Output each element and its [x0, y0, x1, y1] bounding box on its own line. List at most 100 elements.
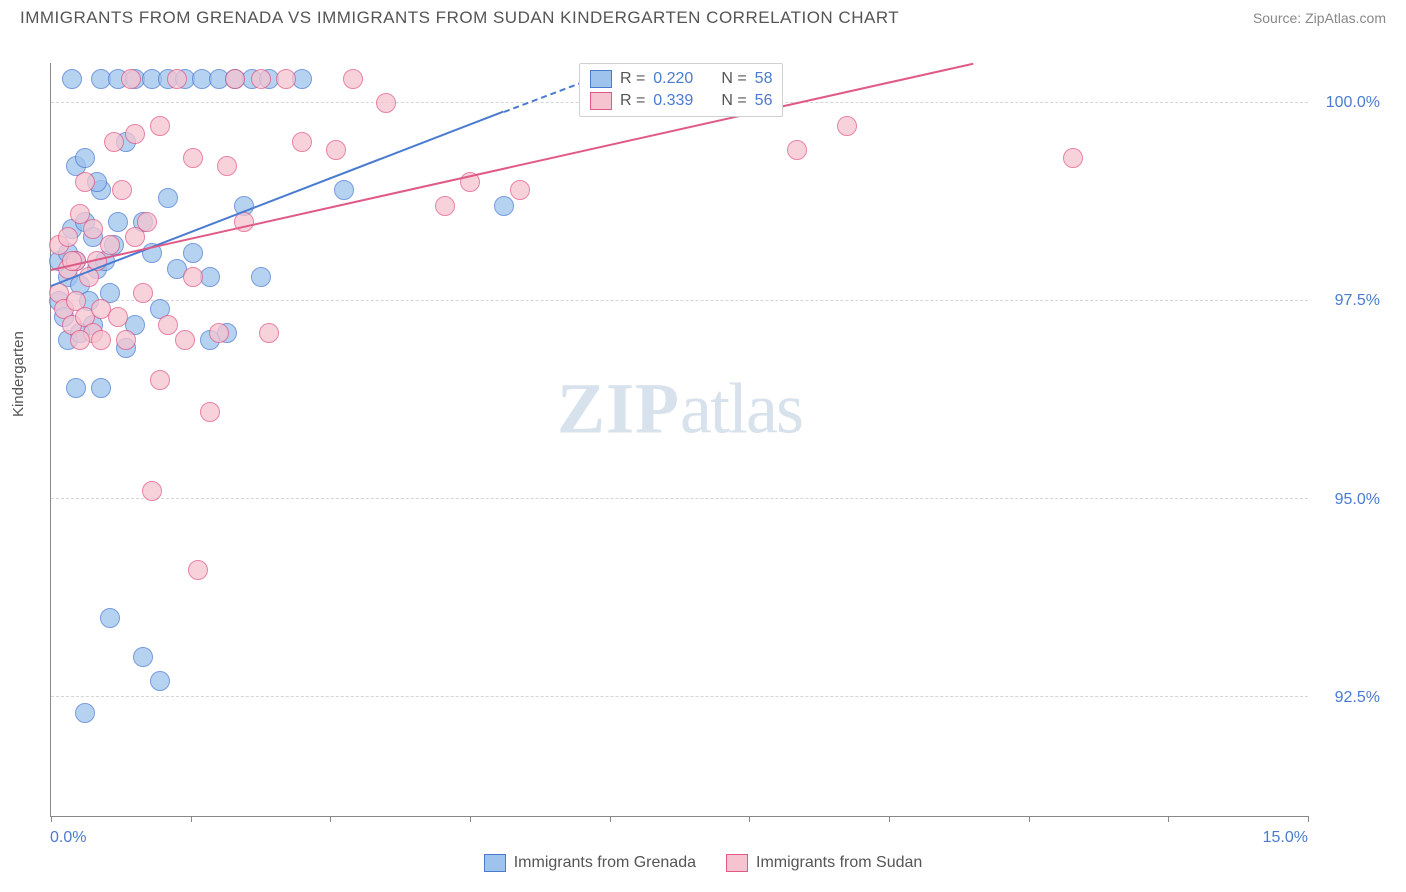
data-point [150, 370, 170, 390]
data-point [104, 132, 124, 152]
data-point [251, 267, 271, 287]
data-point [100, 235, 120, 255]
data-point [158, 315, 178, 335]
source-label: Source: [1253, 10, 1301, 26]
data-point [100, 608, 120, 628]
data-point [112, 180, 132, 200]
r-value-sudan: 0.339 [653, 92, 693, 110]
header: IMMIGRANTS FROM GRENADA VS IMMIGRANTS FR… [0, 0, 1406, 32]
data-point [188, 560, 208, 580]
legend-swatch-sudan [590, 92, 612, 110]
data-point [225, 69, 245, 89]
x-tick [889, 816, 890, 822]
watermark-atlas: atlas [680, 369, 802, 449]
data-point [75, 148, 95, 168]
x-tick [1168, 816, 1169, 822]
data-point [133, 283, 153, 303]
correlation-legend: R = 0.220 N = 58 R = 0.339 N = 56 [579, 63, 784, 117]
watermark: ZIPatlas [557, 368, 802, 451]
chart-title: IMMIGRANTS FROM GRENADA VS IMMIGRANTS FR… [20, 8, 899, 28]
data-point [376, 93, 396, 113]
legend-row-sudan: R = 0.339 N = 56 [590, 90, 773, 112]
data-point [200, 402, 220, 422]
y-tick-label: 97.5% [1335, 292, 1380, 310]
x-tick [51, 816, 52, 822]
series-name-grenada: Immigrants from Grenada [514, 854, 696, 872]
data-point [125, 124, 145, 144]
grid-line [51, 498, 1308, 499]
r-value-grenada: 0.220 [653, 70, 693, 88]
x-tick [1308, 816, 1309, 822]
data-point [259, 323, 279, 343]
n-label: N = [721, 70, 746, 88]
data-point [75, 172, 95, 192]
data-point [837, 116, 857, 136]
data-point [175, 330, 195, 350]
watermark-zip: ZIP [557, 369, 680, 449]
data-point [183, 148, 203, 168]
data-point [58, 227, 78, 247]
data-point [133, 647, 153, 667]
data-point [62, 69, 82, 89]
data-point [158, 188, 178, 208]
legend-swatch-sudan [726, 854, 748, 872]
r-label: R = [620, 70, 645, 88]
data-point [137, 212, 157, 232]
y-tick-label: 100.0% [1326, 94, 1380, 112]
data-point [251, 69, 271, 89]
data-point [334, 180, 354, 200]
x-tick-label: 15.0% [1263, 829, 1308, 847]
bottom-legend-grenada: Immigrants from Grenada [484, 854, 696, 872]
data-point [343, 69, 363, 89]
data-point [62, 251, 82, 271]
data-point [108, 307, 128, 327]
data-point [510, 180, 530, 200]
data-point [70, 330, 90, 350]
data-point [217, 156, 237, 176]
source-name: ZipAtlas.com [1305, 10, 1386, 26]
n-label: N = [721, 92, 746, 110]
legend-swatch-grenada [484, 854, 506, 872]
data-point [167, 69, 187, 89]
x-tick [610, 816, 611, 822]
data-point [116, 330, 136, 350]
data-point [326, 140, 346, 160]
x-tick [1029, 816, 1030, 822]
x-tick [330, 816, 331, 822]
data-point [494, 196, 514, 216]
x-tick [470, 816, 471, 822]
grid-line [51, 300, 1308, 301]
legend-row-grenada: R = 0.220 N = 58 [590, 68, 773, 90]
x-tick-label: 0.0% [50, 829, 86, 847]
x-tick [191, 816, 192, 822]
plot-area: ZIPatlas R = 0.220 N = 58 R = 0.339 N = … [50, 63, 1308, 817]
data-point [91, 330, 111, 350]
data-point [787, 140, 807, 160]
data-point [75, 703, 95, 723]
y-tick-label: 92.5% [1335, 689, 1380, 707]
source-attribution: Source: ZipAtlas.com [1253, 10, 1386, 26]
data-point [183, 267, 203, 287]
data-point [150, 116, 170, 136]
chart-container: Kindergarten ZIPatlas R = 0.220 N = 58 R… [18, 48, 1388, 872]
data-point [150, 671, 170, 691]
n-value-grenada: 58 [755, 70, 773, 88]
data-point [209, 323, 229, 343]
data-point [142, 481, 162, 501]
y-axis-title: Kindergarten [10, 331, 27, 417]
bottom-legend-sudan: Immigrants from Sudan [726, 854, 922, 872]
legend-swatch-grenada [590, 70, 612, 88]
r-label: R = [620, 92, 645, 110]
data-point [276, 69, 296, 89]
x-tick [749, 816, 750, 822]
data-point [121, 69, 141, 89]
data-point [435, 196, 455, 216]
data-point [91, 378, 111, 398]
data-point [292, 132, 312, 152]
data-point [83, 219, 103, 239]
data-point [1063, 148, 1083, 168]
series-name-sudan: Immigrants from Sudan [756, 854, 922, 872]
n-value-sudan: 56 [755, 92, 773, 110]
data-point [66, 378, 86, 398]
grid-line [51, 696, 1308, 697]
